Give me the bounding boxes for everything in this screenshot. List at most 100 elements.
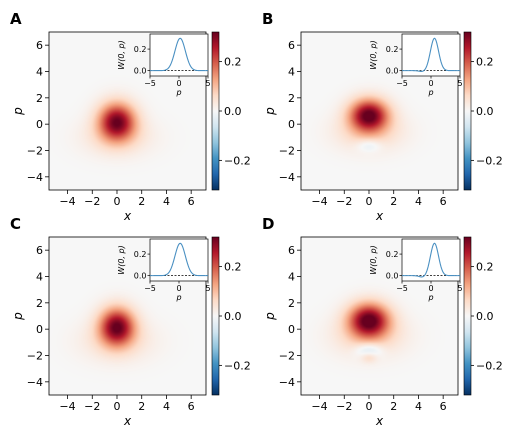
x-tick-label: −4 — [59, 195, 75, 208]
inset-curve — [402, 37, 460, 72]
inset-y-label: W(0, p) — [369, 40, 378, 69]
y-axis-label: p — [263, 107, 277, 116]
x-tick-label: 0 — [365, 195, 372, 208]
y-axis-label: p — [263, 312, 277, 321]
x-axis-label: x — [123, 414, 132, 428]
colorbar-tick-label: 0.0 — [224, 310, 242, 323]
inset-x-tick-label: 0 — [428, 79, 433, 88]
y-tick-label: 0 — [288, 323, 295, 336]
colorbar — [211, 31, 220, 191]
y-axis-label: p — [11, 107, 25, 116]
x-tick-label: 4 — [163, 195, 170, 208]
y-tick-label: 2 — [288, 92, 295, 105]
inset-curve — [402, 242, 460, 278]
colorbar-tick-label: 0.2 — [476, 261, 494, 274]
x-tick-label: −2 — [84, 400, 100, 413]
y-tick-label: 0 — [288, 118, 295, 131]
x-tick-label: 4 — [415, 400, 422, 413]
inset-y-tick-label: 0.2 — [134, 45, 147, 54]
y-tick-label: −4 — [27, 171, 43, 184]
y-tick-label: 0 — [36, 323, 43, 336]
inset-plot: −5 0 5 0.0 0.2 p W(0, p) — [369, 238, 463, 302]
x-tick-label: 0 — [113, 400, 120, 413]
colorbar-tick-label: 0.0 — [224, 105, 242, 118]
x-tick-label: 6 — [440, 195, 447, 208]
x-tick-label: −2 — [84, 195, 100, 208]
x-tick-label: 4 — [415, 195, 422, 208]
inset-y-label: W(0, p) — [369, 245, 378, 274]
inset-x-tick-label: −5 — [144, 284, 156, 293]
x-tick-label: 6 — [188, 400, 195, 413]
panel-b: −4 −2 0 2 4 6 −4 −2 0 2 4 6 x p B 0.2 0.0 −0.2 −5 0 5 0.0 0.2 p… — [262, 10, 503, 223]
inset-plot: −5 0 5 0.0 0.2 p W(0, p) — [117, 238, 211, 302]
panel-a: −4 −2 0 2 4 6 −4 −2 0 2 4 6 x p A 0.2 0.0 −0.2 −5 0 5 0.0 0.2 p… — [10, 10, 251, 223]
axes-frame — [48, 31, 207, 191]
x-axis-label: x — [375, 414, 384, 428]
inset-x-tick-label: 5 — [205, 284, 210, 293]
axes-frame — [300, 31, 459, 191]
y-tick-label: 4 — [288, 271, 295, 284]
inset-y-tick-label: 0.0 — [134, 67, 147, 76]
inset-x-tick-label: 0 — [428, 284, 433, 293]
inset-y-tick-label: 0.0 — [386, 67, 399, 76]
y-tick-label: 4 — [36, 271, 43, 284]
inset-y-tick-label: 0.2 — [386, 250, 399, 259]
inset-x-tick-label: −5 — [396, 79, 408, 88]
panel-c: −4 −2 0 2 4 6 −4 −2 0 2 4 6 x p C 0.2 0.0 −0.2 −5 0 5 0.0 0.2 p… — [10, 215, 251, 428]
x-tick-label: 0 — [365, 400, 372, 413]
colorbar-tick-label: −0.2 — [224, 359, 251, 372]
inset-curve — [150, 242, 208, 277]
axes-frame — [48, 236, 207, 396]
inset-y-tick-label: 0.0 — [386, 272, 399, 281]
y-tick-label: 0 — [36, 118, 43, 131]
x-axis-label: x — [375, 209, 384, 223]
panel-label: B — [262, 10, 273, 28]
inset-curve — [150, 37, 208, 72]
x-tick-label: −2 — [336, 195, 352, 208]
inset-frame — [401, 238, 461, 282]
colorbar-tick-label: −0.2 — [476, 359, 503, 372]
inset-frame — [149, 238, 209, 282]
colorbar-tick-label: −0.2 — [476, 154, 503, 167]
y-tick-label: 4 — [288, 66, 295, 79]
inset-y-tick-label: 0.0 — [134, 272, 147, 281]
colorbar — [463, 236, 472, 396]
inset-x-tick-label: 5 — [457, 79, 462, 88]
inset-x-tick-label: 5 — [457, 284, 462, 293]
y-tick-label: 6 — [288, 244, 295, 257]
colorbar-tick-label: 0.0 — [476, 310, 494, 323]
colorbar-tick-label: 0.2 — [476, 56, 494, 69]
y-axis-label: p — [11, 312, 25, 321]
inset-x-tick-label: 0 — [176, 79, 181, 88]
inset-x-tick-label: 0 — [176, 284, 181, 293]
inset-frame — [149, 33, 209, 77]
inset-y-label: W(0, p) — [117, 245, 126, 274]
inset-x-tick-label: −5 — [144, 79, 156, 88]
y-tick-label: 6 — [288, 39, 295, 52]
y-tick-label: −4 — [279, 376, 295, 389]
colorbar-tick-label: 0.2 — [224, 261, 242, 274]
y-tick-label: 2 — [36, 297, 43, 310]
x-tick-label: 2 — [138, 400, 145, 413]
x-tick-label: 2 — [390, 195, 397, 208]
y-tick-label: −2 — [279, 350, 295, 363]
inset-plot: −5 0 5 0.0 0.2 p W(0, p) — [369, 33, 463, 97]
inset-x-label: p — [175, 88, 181, 97]
colorbar-tick-label: 0.2 — [224, 56, 242, 69]
y-tick-label: 6 — [36, 244, 43, 257]
y-tick-label: 2 — [36, 92, 43, 105]
x-tick-label: −4 — [59, 400, 75, 413]
x-tick-label: 2 — [138, 195, 145, 208]
y-tick-label: −2 — [279, 145, 295, 158]
y-tick-label: −4 — [27, 376, 43, 389]
colorbar — [211, 236, 220, 396]
y-tick-label: −4 — [279, 171, 295, 184]
x-tick-label: 2 — [390, 400, 397, 413]
inset-frame — [401, 33, 461, 77]
inset-x-tick-label: 5 — [205, 79, 210, 88]
panel-label: C — [10, 215, 21, 233]
inset-y-tick-label: 0.2 — [386, 45, 399, 54]
colorbar-tick-label: 0.0 — [476, 105, 494, 118]
x-tick-label: 4 — [163, 400, 170, 413]
